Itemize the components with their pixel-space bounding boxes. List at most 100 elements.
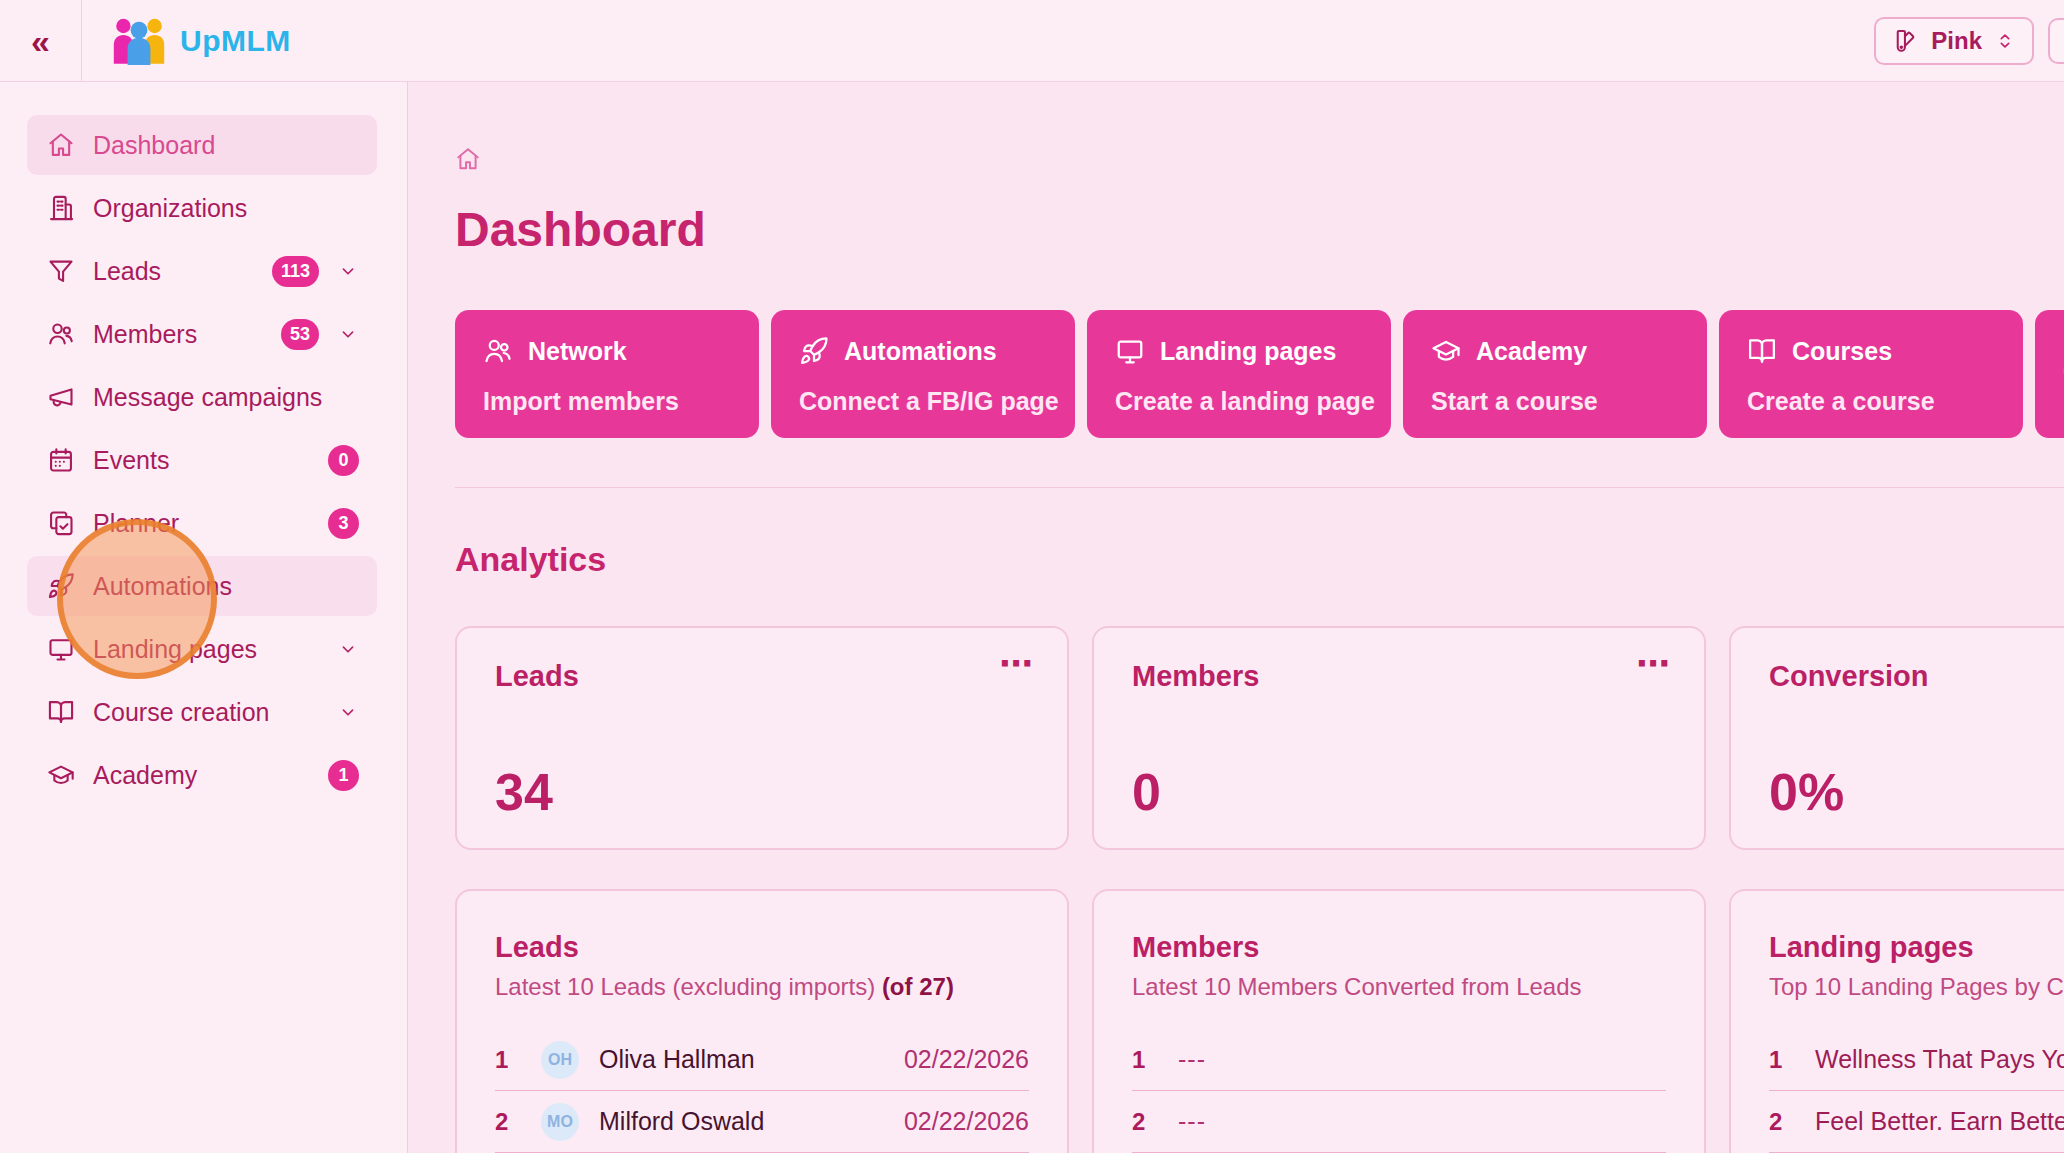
- rocket-icon: [47, 572, 75, 600]
- sidebar-item-label: Automations: [93, 572, 359, 601]
- sidebar-item-message-campaigns[interactable]: Message campaigns: [27, 367, 377, 427]
- lead-row[interactable]: 1 OH Oliva Hallman 02/22/2026: [495, 1029, 1029, 1091]
- sidebar-item-landing-pages[interactable]: Landing pages: [27, 619, 377, 679]
- partial-right-button[interactable]: [2048, 18, 2064, 64]
- quick-action-subtitle: Create a course: [1747, 387, 1995, 416]
- megaphone-icon: [47, 383, 75, 411]
- theme-selector[interactable]: Pink: [1874, 17, 2034, 65]
- app-logo[interactable]: UpMLM: [110, 17, 291, 65]
- palette-icon: [1892, 27, 1919, 54]
- monitor-icon: [47, 635, 75, 663]
- members-count-badge: 53: [281, 319, 319, 350]
- sidebar-toggle-area: «: [0, 0, 82, 81]
- row-number: 1: [1769, 1046, 1815, 1074]
- stat-value: 0: [1132, 762, 1161, 822]
- list-subtitle: Latest 10 Leads (excluding imports) (of …: [495, 973, 1029, 1001]
- sidebar-item-label: Message campaigns: [93, 383, 359, 412]
- quick-action-academy[interactable]: Academy Start a course: [1403, 310, 1707, 438]
- sidebar-item-members[interactable]: Members 53: [27, 304, 377, 364]
- leads-count-badge: 113: [272, 256, 319, 287]
- quick-action-automations[interactable]: Automations Connect a FB/IG page: [771, 310, 1075, 438]
- book-icon: [1747, 336, 1777, 366]
- book-icon: [47, 698, 75, 726]
- graduation-cap-icon: [1431, 336, 1461, 366]
- planner-count-badge: 3: [328, 508, 359, 539]
- stat-card-conversion: Conversion 0%: [1729, 626, 2064, 850]
- member-row[interactable]: 2 ---: [1132, 1091, 1666, 1153]
- quick-actions-row: Network Import members Automations Conne…: [455, 310, 2064, 438]
- more-menu-icon[interactable]: ⋯: [1636, 646, 1672, 680]
- stat-title: Members: [1132, 660, 1666, 693]
- sidebar-item-label: Events: [93, 446, 310, 475]
- row-number: 1: [495, 1046, 541, 1074]
- quick-action-title: Network: [528, 337, 627, 366]
- row-number: 2: [495, 1108, 541, 1136]
- sidebar-item-academy[interactable]: Academy 1: [27, 745, 377, 805]
- sidebar-item-leads[interactable]: Leads 113: [27, 241, 377, 301]
- list-subtitle: Top 10 Landing Pages by Conversion: [1769, 973, 2064, 1001]
- quick-action-partial[interactable]: C: [2035, 310, 2064, 438]
- list-title: Leads: [495, 931, 1029, 964]
- stat-value: 34: [495, 762, 553, 822]
- list-rows: 1 OH Oliva Hallman 02/22/2026 2 MO Milfo…: [495, 1029, 1029, 1153]
- analytics-stats-row: Leads ⋯ 34 Members ⋯ 0 Conversion 0%: [455, 626, 2064, 850]
- row-number: 2: [1132, 1108, 1178, 1136]
- sidebar-item-course-creation[interactable]: Course creation: [27, 682, 377, 742]
- list-subtitle: Latest 10 Members Converted from Leads: [1132, 973, 1666, 1001]
- lead-date: 02/22/2026: [904, 1045, 1029, 1074]
- people-icon: [483, 336, 513, 366]
- sidebar-item-planner[interactable]: Planner 3: [27, 493, 377, 553]
- breadcrumb-home-icon[interactable]: [455, 146, 481, 172]
- quick-action-title: Landing pages: [1160, 337, 1336, 366]
- chevron-down-icon: [337, 701, 359, 723]
- people-icon: [47, 320, 75, 348]
- home-icon: [47, 131, 75, 159]
- calendar-icon: [47, 446, 75, 474]
- sidebar-item-label: Dashboard: [93, 131, 359, 160]
- list-title: Landing pages: [1769, 931, 2064, 964]
- list-rows: 1 Wellness That Pays You Back 2 Feel Bet…: [1769, 1029, 2064, 1153]
- stat-card-leads: Leads ⋯ 34: [455, 626, 1069, 850]
- quick-action-network[interactable]: Network Import members: [455, 310, 759, 438]
- upmlm-logo-icon: [110, 17, 168, 65]
- funnel-icon: [47, 257, 75, 285]
- member-name: ---: [1178, 1045, 1206, 1074]
- app-name: UpMLM: [180, 24, 291, 58]
- list-card-members: Members Latest 10 Members Converted from…: [1092, 889, 1706, 1153]
- lead-row[interactable]: 2 MO Milford Oswald 02/22/2026: [495, 1091, 1029, 1153]
- list-card-leads: Leads Latest 10 Leads (excluding imports…: [455, 889, 1069, 1153]
- academy-count-badge: 1: [328, 760, 359, 791]
- top-bar: « UpMLM Pink: [0, 0, 2064, 82]
- sidebar-item-automations[interactable]: Automations: [27, 556, 377, 616]
- sidebar-item-label: Leads: [93, 257, 254, 286]
- more-menu-icon[interactable]: ⋯: [999, 646, 1035, 680]
- row-number: 2: [1769, 1108, 1815, 1136]
- list-card-landing-pages: Landing pages Top 10 Landing Pages by Co…: [1729, 889, 2064, 1153]
- top-bar-actions: Pink: [1874, 17, 2064, 65]
- sidebar: Dashboard Organizations Leads 113 Member: [0, 82, 408, 1153]
- stat-title: Leads: [495, 660, 1029, 693]
- quick-action-landing-pages[interactable]: Landing pages Create a landing page: [1087, 310, 1391, 438]
- landing-page-row[interactable]: 2 Feel Better. Earn Better.: [1769, 1091, 2064, 1153]
- list-title: Members: [1132, 931, 1666, 964]
- sidebar-item-label: Planner: [93, 509, 310, 538]
- theme-selector-label: Pink: [1931, 27, 1982, 55]
- chevron-down-icon: [337, 260, 359, 282]
- graduation-cap-icon: [47, 761, 75, 789]
- sidebar-item-label: Members: [93, 320, 263, 349]
- collapse-sidebar-button[interactable]: «: [31, 24, 50, 58]
- chevron-down-icon: [337, 638, 359, 660]
- sidebar-item-dashboard[interactable]: Dashboard: [27, 115, 377, 175]
- sidebar-item-organizations[interactable]: Organizations: [27, 178, 377, 238]
- member-name: ---: [1178, 1107, 1206, 1136]
- quick-action-courses[interactable]: Courses Create a course: [1719, 310, 2023, 438]
- sidebar-item-label: Landing pages: [93, 635, 319, 664]
- landing-page-row[interactable]: 1 Wellness That Pays You Back: [1769, 1029, 2064, 1091]
- list-rows: 1 --- 2 ---: [1132, 1029, 1666, 1153]
- stat-value: 0%: [1769, 762, 1844, 822]
- analytics-header: Analytics Last 30 days 01/2: [455, 534, 2064, 584]
- sidebar-item-events[interactable]: Events 0: [27, 430, 377, 490]
- lead-date: 02/22/2026: [904, 1107, 1029, 1136]
- list-subtitle-text: Latest 10 Leads (excluding imports): [495, 973, 882, 1000]
- member-row[interactable]: 1 ---: [1132, 1029, 1666, 1091]
